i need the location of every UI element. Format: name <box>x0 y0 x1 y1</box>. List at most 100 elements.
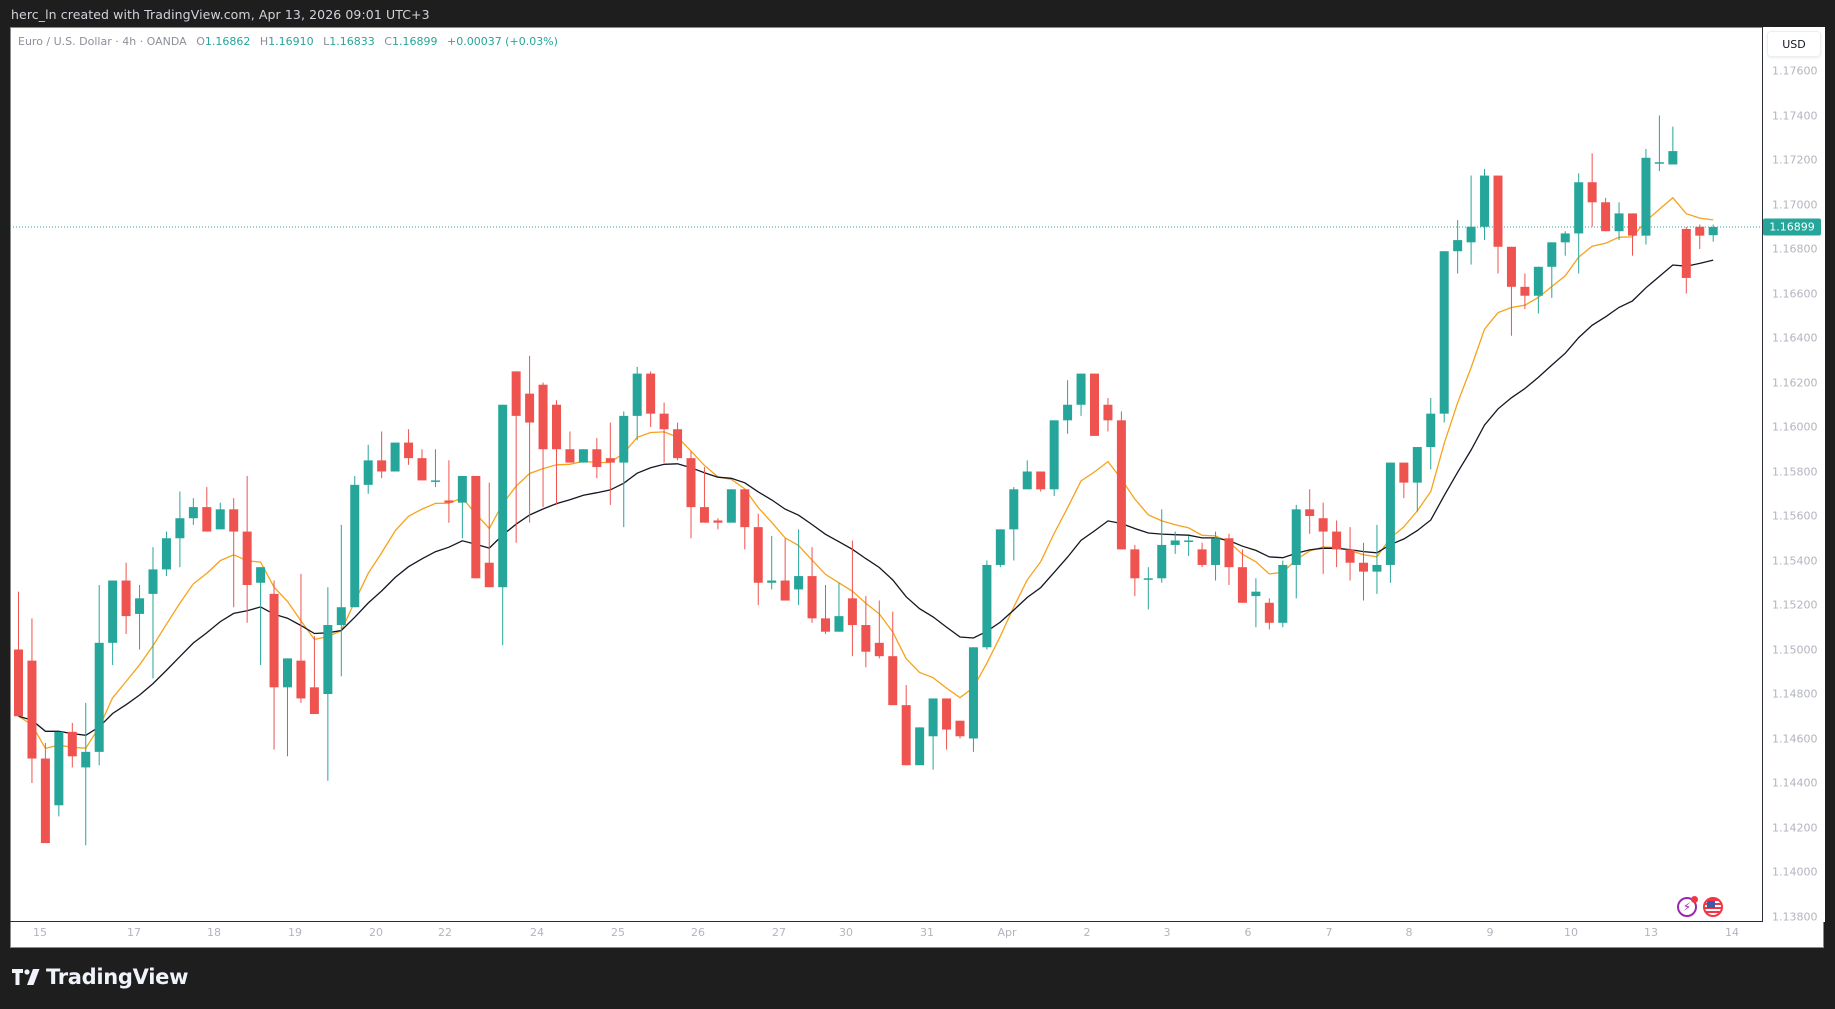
candle <box>673 422 683 461</box>
price-tick: 1.16600 <box>1772 287 1818 300</box>
candle <box>1170 531 1180 554</box>
candle <box>1708 224 1718 242</box>
candle <box>1587 153 1597 227</box>
candle <box>874 600 884 659</box>
candle <box>1695 224 1705 249</box>
candle <box>968 647 978 752</box>
candle <box>646 371 656 427</box>
price-tick: 1.16400 <box>1772 331 1818 345</box>
candle <box>592 438 602 479</box>
lightning-icon[interactable]: ⚡ <box>1677 896 1698 917</box>
price-tick: 1.13800 <box>1772 910 1818 923</box>
candle <box>699 467 709 523</box>
candle <box>1560 231 1570 256</box>
symbol-legend: Euro / U.S. Dollar · 4h · OANDA O1.16862… <box>18 35 558 48</box>
candle <box>753 513 763 605</box>
candle <box>1426 398 1436 470</box>
candle <box>283 658 292 757</box>
candle <box>1076 373 1086 416</box>
candle <box>1116 411 1126 550</box>
candle <box>108 580 118 666</box>
candle <box>390 442 400 472</box>
time-axis[interactable] <box>10 921 1762 949</box>
current-price-label: 1.16899 <box>1763 218 1821 236</box>
candle <box>457 475 467 539</box>
price-tick: 1.15000 <box>1772 643 1818 656</box>
candle <box>1157 509 1167 583</box>
candle <box>1520 273 1530 310</box>
chart-event-icons: ⚡ <box>1677 896 1723 917</box>
time-tick: 19 <box>288 926 302 939</box>
candle <box>202 487 212 532</box>
candle <box>498 404 508 646</box>
candle <box>915 727 925 766</box>
candle <box>780 538 790 601</box>
price-tick: 1.14400 <box>1772 776 1818 790</box>
candle <box>632 366 642 441</box>
change-value: +0.00037 (+0.03%) <box>446 35 558 48</box>
price-tick: 1.16000 <box>1772 420 1818 434</box>
candle <box>1143 567 1153 610</box>
time-tick: 26 <box>691 926 705 939</box>
candle <box>619 411 629 528</box>
candle <box>686 451 696 539</box>
candlestick-chart[interactable] <box>10 27 1762 921</box>
candle <box>1533 266 1543 314</box>
candle <box>1251 578 1261 628</box>
time-tick: 30 <box>839 926 853 939</box>
time-tick: 13 <box>1644 926 1658 939</box>
time-tick: 7 <box>1325 926 1333 939</box>
candle <box>81 702 91 846</box>
candle <box>1385 462 1395 583</box>
candle <box>995 529 1005 568</box>
price-tick: 1.14200 <box>1772 821 1818 834</box>
candle <box>1224 533 1234 585</box>
candle <box>1009 487 1019 561</box>
us-flag-icon[interactable] <box>1703 897 1723 917</box>
candle <box>1090 373 1099 436</box>
candle <box>1399 462 1409 499</box>
candle <box>14 591 23 717</box>
candle <box>40 742 50 844</box>
candle <box>1103 398 1113 432</box>
candle <box>121 562 131 634</box>
candle <box>1493 175 1503 274</box>
candle <box>1628 213 1637 256</box>
time-tick: 15 <box>33 926 47 939</box>
time-tick: 24 <box>530 926 544 939</box>
candle <box>1184 536 1194 557</box>
candle <box>188 498 198 525</box>
candle <box>1291 504 1301 599</box>
candle <box>1278 560 1288 628</box>
candle <box>726 489 736 523</box>
candle <box>982 560 992 650</box>
time-tick: 17 <box>127 926 141 939</box>
candle <box>1332 520 1342 568</box>
candle <box>27 618 37 783</box>
flag-canton <box>1707 901 1715 908</box>
close-value: 1.16899 <box>391 35 438 48</box>
candle <box>901 685 911 766</box>
candle <box>1372 524 1382 594</box>
candle <box>1439 251 1449 423</box>
candle <box>861 596 871 668</box>
tradingview-logo[interactable]: TradingView <box>12 965 188 989</box>
candle <box>834 582 844 632</box>
candle <box>1359 542 1368 601</box>
candle <box>229 498 239 608</box>
candle <box>565 431 575 463</box>
price-axis[interactable] <box>1762 27 1825 922</box>
candle <box>256 567 266 666</box>
candle <box>1466 175 1476 265</box>
candle <box>1681 226 1691 294</box>
price-tick: 1.16800 <box>1772 242 1818 256</box>
chart-caption: herc_ln created with TradingView.com, Ap… <box>11 7 430 22</box>
price-tick: 1.14600 <box>1772 732 1818 745</box>
low-label: L <box>323 35 330 48</box>
candle <box>135 584 145 650</box>
candle <box>1211 531 1221 581</box>
time-tick: 10 <box>1564 926 1578 939</box>
currency-button[interactable]: USD <box>1767 31 1821 57</box>
open-value: 1.16862 <box>204 35 251 48</box>
candle <box>309 636 319 715</box>
